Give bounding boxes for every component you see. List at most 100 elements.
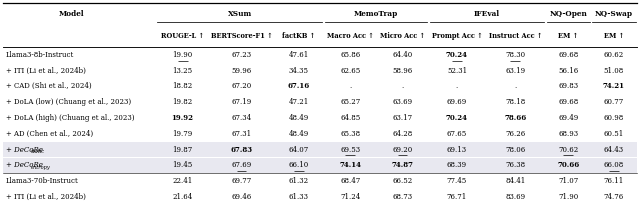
Text: 64.85: 64.85 bbox=[340, 114, 360, 122]
Text: 59.96: 59.96 bbox=[232, 67, 252, 74]
Text: 74.87: 74.87 bbox=[392, 161, 413, 169]
Text: 78.18: 78.18 bbox=[506, 98, 525, 106]
Text: .: . bbox=[401, 82, 404, 90]
Text: MemoTrap: MemoTrap bbox=[354, 10, 398, 18]
Text: 63.19: 63.19 bbox=[506, 67, 525, 74]
Text: 67.34: 67.34 bbox=[232, 114, 252, 122]
Text: 78.66: 78.66 bbox=[504, 114, 527, 122]
Text: 64.28: 64.28 bbox=[392, 130, 413, 138]
Text: 65.27: 65.27 bbox=[340, 98, 360, 106]
Text: + DeCoRe: + DeCoRe bbox=[6, 161, 43, 169]
Text: 70.62: 70.62 bbox=[558, 146, 579, 154]
Text: Model: Model bbox=[59, 10, 84, 18]
Text: 56.16: 56.16 bbox=[558, 67, 579, 74]
Text: EM ↑: EM ↑ bbox=[558, 32, 578, 40]
Text: Instruct Acc ↑: Instruct Acc ↑ bbox=[489, 32, 542, 40]
Text: 64.40: 64.40 bbox=[392, 51, 413, 59]
Text: Llama3-8b-Instruct: Llama3-8b-Instruct bbox=[6, 51, 74, 59]
Text: 66.08: 66.08 bbox=[604, 161, 624, 169]
Text: XSum: XSum bbox=[228, 10, 252, 18]
Text: 70.24: 70.24 bbox=[446, 114, 468, 122]
Text: 83.69: 83.69 bbox=[506, 193, 525, 201]
Text: 47.21: 47.21 bbox=[289, 98, 308, 106]
Text: 71.07: 71.07 bbox=[558, 177, 579, 185]
Text: 71.90: 71.90 bbox=[558, 193, 579, 201]
Text: Macro Acc ↑: Macro Acc ↑ bbox=[327, 32, 374, 40]
Bar bbox=[3, 142, 637, 157]
Text: 51.08: 51.08 bbox=[604, 67, 624, 74]
Text: 19.92: 19.92 bbox=[172, 114, 194, 122]
Text: 66.52: 66.52 bbox=[392, 177, 413, 185]
Text: entropy: entropy bbox=[31, 165, 51, 170]
Text: 48.49: 48.49 bbox=[289, 114, 308, 122]
Text: 78.30: 78.30 bbox=[506, 51, 525, 59]
Text: 65.86: 65.86 bbox=[340, 51, 360, 59]
Text: 67.83: 67.83 bbox=[230, 146, 253, 154]
Text: 67.23: 67.23 bbox=[232, 51, 252, 59]
Text: + ITI (Li et al., 2024b): + ITI (Li et al., 2024b) bbox=[6, 67, 86, 74]
Text: 77.45: 77.45 bbox=[447, 177, 467, 185]
Text: 19.87: 19.87 bbox=[173, 146, 193, 154]
Text: 61.33: 61.33 bbox=[289, 193, 308, 201]
Text: 69.53: 69.53 bbox=[340, 146, 360, 154]
Text: IFEval: IFEval bbox=[474, 10, 500, 18]
Text: + DoLA (high) (Chuang et al., 2023): + DoLA (high) (Chuang et al., 2023) bbox=[6, 114, 134, 122]
Text: 69.68: 69.68 bbox=[558, 98, 579, 106]
Text: NQ-Swap: NQ-Swap bbox=[595, 10, 633, 18]
Text: 69.13: 69.13 bbox=[447, 146, 467, 154]
Text: 64.07: 64.07 bbox=[289, 146, 308, 154]
Text: 19.82: 19.82 bbox=[173, 98, 193, 106]
Text: 62.65: 62.65 bbox=[340, 67, 360, 74]
Text: .: . bbox=[515, 82, 516, 90]
Text: 52.31: 52.31 bbox=[447, 67, 467, 74]
Text: 67.69: 67.69 bbox=[232, 161, 252, 169]
Text: 76.38: 76.38 bbox=[506, 161, 525, 169]
Text: 67.20: 67.20 bbox=[232, 82, 252, 90]
Text: 21.64: 21.64 bbox=[173, 193, 193, 201]
Text: 69.69: 69.69 bbox=[447, 98, 467, 106]
Text: + AD (Chen et al., 2024): + AD (Chen et al., 2024) bbox=[6, 130, 93, 138]
Text: Llama3-70b-Instruct: Llama3-70b-Instruct bbox=[6, 177, 79, 185]
Text: static: static bbox=[31, 149, 45, 154]
Text: 76.11: 76.11 bbox=[604, 177, 624, 185]
Text: 61.32: 61.32 bbox=[289, 177, 308, 185]
Text: 22.41: 22.41 bbox=[173, 177, 193, 185]
Text: 65.38: 65.38 bbox=[340, 130, 360, 138]
Text: ROUGE-L ↑: ROUGE-L ↑ bbox=[161, 32, 204, 40]
Text: 68.47: 68.47 bbox=[340, 177, 360, 185]
Text: 60.98: 60.98 bbox=[604, 114, 624, 122]
Text: 18.82: 18.82 bbox=[173, 82, 193, 90]
Text: .: . bbox=[349, 82, 351, 90]
Text: .: . bbox=[456, 82, 458, 90]
Text: 69.46: 69.46 bbox=[232, 193, 252, 201]
Text: 67.19: 67.19 bbox=[232, 98, 252, 106]
Text: 60.77: 60.77 bbox=[604, 98, 624, 106]
Text: 69.68: 69.68 bbox=[558, 51, 579, 59]
Text: BERTScore-F1 ↑: BERTScore-F1 ↑ bbox=[211, 32, 273, 40]
Text: factKB ↑: factKB ↑ bbox=[282, 32, 315, 40]
Text: 71.24: 71.24 bbox=[340, 193, 360, 201]
Text: NQ-Open: NQ-Open bbox=[549, 10, 587, 18]
Text: 13.25: 13.25 bbox=[173, 67, 193, 74]
Bar bbox=[3, 157, 637, 173]
Text: 63.69: 63.69 bbox=[392, 98, 413, 106]
Text: 70.24: 70.24 bbox=[446, 51, 468, 59]
Text: 19.79: 19.79 bbox=[173, 130, 193, 138]
Text: 63.17: 63.17 bbox=[392, 114, 413, 122]
Text: 69.83: 69.83 bbox=[558, 82, 578, 90]
Text: 19.90: 19.90 bbox=[173, 51, 193, 59]
Text: 69.49: 69.49 bbox=[558, 114, 579, 122]
Text: 84.41: 84.41 bbox=[506, 177, 525, 185]
Text: 68.39: 68.39 bbox=[447, 161, 467, 169]
Text: Micro Acc ↑: Micro Acc ↑ bbox=[380, 32, 425, 40]
Text: + DoLA (low) (Chuang et al., 2023): + DoLA (low) (Chuang et al., 2023) bbox=[6, 98, 131, 106]
Text: Prompt Acc ↑: Prompt Acc ↑ bbox=[431, 32, 483, 40]
Text: 34.35: 34.35 bbox=[289, 67, 308, 74]
Text: 47.61: 47.61 bbox=[289, 51, 308, 59]
Text: 64.43: 64.43 bbox=[604, 146, 624, 154]
Text: 68.93: 68.93 bbox=[558, 130, 578, 138]
Text: 66.10: 66.10 bbox=[289, 161, 308, 169]
Text: 68.73: 68.73 bbox=[392, 193, 413, 201]
Text: 74.21: 74.21 bbox=[603, 82, 625, 90]
Text: 60.62: 60.62 bbox=[604, 51, 624, 59]
